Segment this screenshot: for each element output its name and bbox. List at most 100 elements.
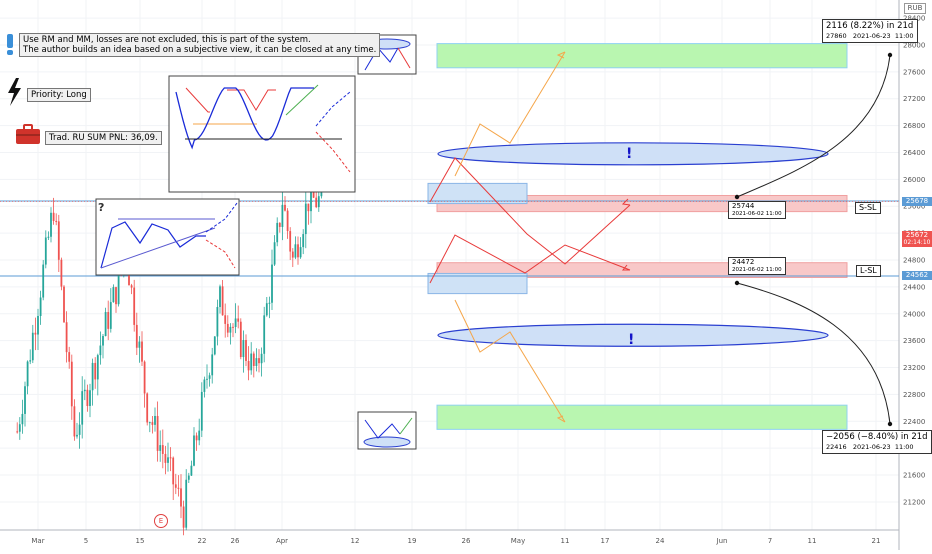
- x-tick-label: Mar: [31, 537, 44, 545]
- candle: [29, 360, 32, 362]
- candle: [86, 389, 89, 407]
- level-l-label: 24472 2021-06-02 11:00: [728, 257, 786, 275]
- candle: [278, 222, 281, 227]
- candle: [177, 487, 180, 489]
- inset-price-line: [175, 87, 314, 150]
- candle: [135, 324, 138, 348]
- scenario-inset-main: [168, 75, 356, 193]
- candle: [44, 237, 47, 265]
- x-tick-label: 15: [136, 537, 145, 545]
- y-tick-label: 26000: [903, 176, 925, 184]
- candle: [42, 264, 45, 298]
- arrow-head: [621, 264, 630, 271]
- candle: [117, 268, 120, 305]
- candle: [239, 321, 242, 358]
- target-down-change: −2056 (−8.40%) in 21d: [826, 432, 928, 442]
- candle: [271, 264, 273, 303]
- pnl-note: Trad. RU SUM PNL: 36,09.: [45, 131, 162, 145]
- candle: [224, 315, 227, 324]
- target-anchor-down: [734, 280, 740, 286]
- x-tick-label: 11: [808, 537, 817, 545]
- y-tick-label: 28400: [903, 15, 925, 23]
- candle: [73, 406, 76, 437]
- blue-entry-zone-upper: [427, 182, 528, 205]
- path-red-2: [429, 234, 631, 284]
- x-tick-label: 12: [351, 537, 360, 545]
- candle: [63, 286, 65, 323]
- candle: [146, 393, 149, 423]
- earnings-icon[interactable]: E: [154, 514, 168, 528]
- candle: [315, 197, 318, 208]
- y-tick-label: 22800: [903, 391, 925, 399]
- candle: [34, 332, 37, 335]
- candle: [78, 424, 81, 435]
- exclamation-icon: [7, 34, 13, 55]
- focus-ellipse-2: [437, 323, 829, 347]
- candle: [164, 453, 167, 463]
- candle: [229, 326, 232, 333]
- target-down-date: 2021-06-23: [852, 443, 891, 451]
- candle: [185, 479, 188, 528]
- candle: [317, 196, 320, 208]
- target-point-down: [887, 421, 893, 427]
- scenario-inset-question: [95, 198, 240, 276]
- mini-green-bottom: [399, 417, 413, 435]
- candle: [21, 413, 24, 425]
- candle: [107, 312, 110, 329]
- candle: [112, 287, 115, 303]
- candle: [89, 390, 91, 407]
- mini-line-bottom: [364, 419, 401, 439]
- candle: [96, 355, 99, 380]
- inset2-forecast-up: [205, 202, 238, 233]
- y-tick-label: 28000: [903, 41, 925, 49]
- arrow-head: [621, 198, 631, 206]
- x-tick-label: 26: [462, 537, 471, 545]
- green-target-zone-bottom: [436, 404, 848, 430]
- level-s-date: 2021-06-02 11:00: [732, 211, 782, 217]
- target-arrow-up: [736, 54, 891, 198]
- y-tick-label: 27200: [903, 95, 925, 103]
- blue-entry-zone-lower: [427, 272, 528, 295]
- disclaimer-line-2: The author builds an idea based on a sub…: [23, 45, 377, 55]
- path-orange-down: [454, 299, 566, 423]
- x-tick-label: 11: [561, 537, 570, 545]
- target-point-up: [887, 52, 893, 58]
- candle: [208, 375, 211, 379]
- y-tick-label: 24800: [903, 257, 925, 265]
- inset2-price-line: [100, 221, 206, 269]
- x-tick-label: Jun: [716, 537, 728, 545]
- candle: [115, 287, 117, 305]
- candle: [55, 220, 58, 222]
- candle: [252, 353, 255, 366]
- target-up-time: 11:00: [894, 32, 914, 40]
- y-tick-label: 22400: [903, 418, 925, 426]
- candle: [94, 362, 97, 380]
- target-up-change: 2116 (8.22%) in 21d: [826, 21, 914, 31]
- candle: [24, 386, 26, 414]
- mini-ellipse-bottom: [363, 436, 411, 448]
- candle: [138, 341, 141, 348]
- candle: [247, 360, 250, 371]
- y-tick-label: 24000: [903, 310, 925, 318]
- candle: [232, 326, 234, 328]
- candle: [109, 302, 112, 329]
- candle: [245, 340, 247, 361]
- focus-ellipse-1: [437, 142, 829, 166]
- inset2-trendline: [100, 227, 216, 269]
- path-orange-up: [454, 51, 566, 177]
- candle: [263, 315, 266, 354]
- candle: [91, 362, 94, 391]
- candle: [68, 352, 71, 362]
- level-l-date: 2021-06-02 11:00: [732, 267, 782, 273]
- inset-green-move: [285, 84, 319, 116]
- price-tag-lower-level: 24562: [902, 271, 932, 280]
- x-tick-label: 17: [601, 537, 610, 545]
- candle: [182, 506, 185, 528]
- candle: [60, 259, 63, 287]
- target-up-price: 27860: [826, 32, 847, 40]
- candle: [190, 465, 193, 476]
- inset2-forecast-down: [205, 239, 236, 269]
- candle: [102, 336, 104, 346]
